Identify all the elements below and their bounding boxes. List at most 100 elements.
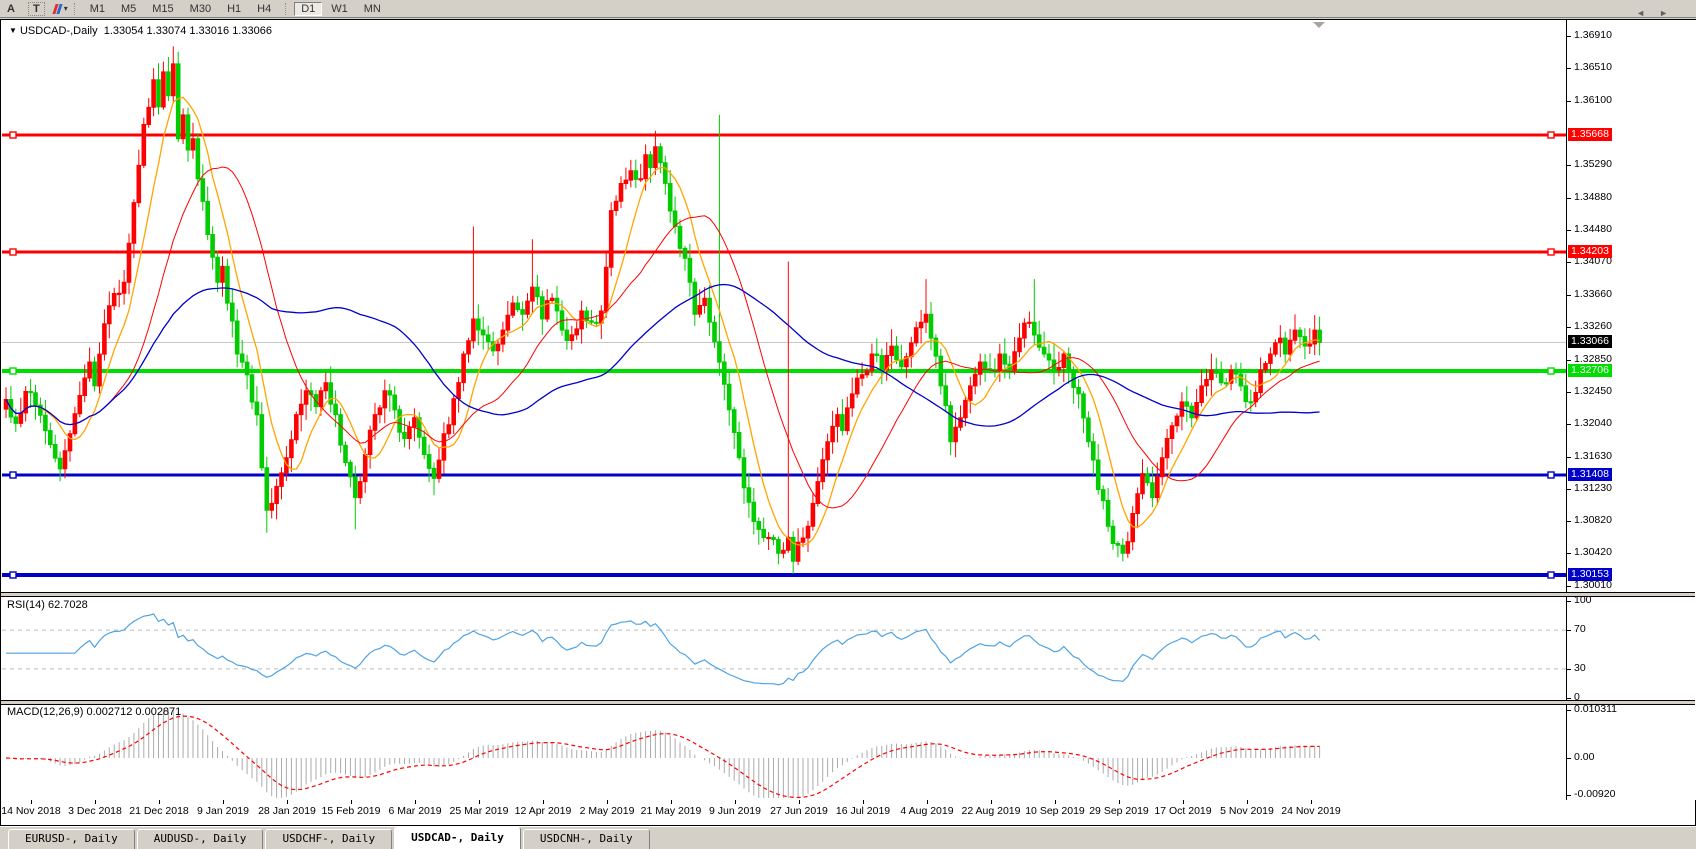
pane-splitter[interactable] bbox=[1, 700, 1695, 705]
arrow-tool-button[interactable]: A bbox=[7, 2, 15, 15]
timeframe-button-m30[interactable]: M30 bbox=[189, 2, 212, 15]
macd-plot[interactable] bbox=[2, 703, 1566, 800]
date-tick bbox=[543, 800, 544, 804]
date-label: 4 Aug 2019 bbox=[900, 805, 954, 817]
axis-tick-label: 30 bbox=[1574, 661, 1586, 674]
timeframe-button-h1[interactable]: H1 bbox=[227, 2, 242, 15]
date-label: 29 Sep 2019 bbox=[1089, 805, 1149, 817]
chart-tab-usdcnh[interactable]: USDCNH-, Daily bbox=[522, 829, 650, 849]
tab-scroll-arrows: ◄► bbox=[1636, 8, 1682, 18]
date-tick bbox=[1055, 800, 1056, 804]
chart-shift-marker-icon[interactable] bbox=[1313, 22, 1325, 28]
date-label: 12 Apr 2019 bbox=[514, 805, 572, 817]
chart-tab-bar: EURUSD-, Daily AUDUSD-, Daily USDCHF-, Dai… bbox=[0, 826, 1696, 849]
date-label: 17 Oct 2019 bbox=[1154, 805, 1212, 817]
date-label: 2 May 2019 bbox=[579, 805, 635, 817]
price-badge: 1.32706 bbox=[1568, 364, 1612, 378]
date-tick bbox=[927, 800, 928, 804]
date-tick bbox=[1247, 800, 1248, 804]
colors-crayon-icon[interactable]: ▾ bbox=[52, 3, 68, 14]
timeframe-buttons: M1 M5 M15 M30 H1 H4 D1 W1 MN bbox=[82, 1, 389, 16]
date-tick bbox=[735, 800, 736, 804]
date-axis[interactable]: 14 Nov 2018 3 Dec 2018 21 Dec 2018 9 Jan 20… bbox=[1, 800, 1566, 824]
tab-scroll-right-icon[interactable]: ► bbox=[1659, 8, 1682, 18]
date-tick bbox=[671, 800, 672, 804]
tab-scroll-left-icon[interactable]: ◄ bbox=[1636, 8, 1660, 18]
chart-window: ▼ USDCAD-,Daily 1.33054 1.33074 1.33016 … bbox=[0, 19, 1696, 826]
axis-tick-label: 1.34480 bbox=[1574, 222, 1612, 235]
macd-label: MACD(12,26,9) 0.002712 0.002871 bbox=[7, 706, 182, 718]
axis-tick bbox=[1567, 229, 1571, 231]
date-tick bbox=[415, 800, 416, 804]
date-label: 9 Jan 2019 bbox=[197, 805, 249, 817]
pane-splitter[interactable] bbox=[1, 592, 1695, 597]
chart-title-row: ▼ USDCAD-,Daily 1.33054 1.33074 1.33016 … bbox=[9, 25, 272, 37]
date-tick bbox=[607, 800, 608, 804]
axis-tick-label: 0.00 bbox=[1574, 751, 1595, 763]
timeframe-button-m15[interactable]: M15 bbox=[152, 2, 174, 15]
symbol-dropdown-icon[interactable]: ▼ bbox=[9, 26, 17, 35]
chart-title: USDCAD-,Daily bbox=[19, 25, 98, 37]
price-chart-plot[interactable] bbox=[2, 21, 1566, 591]
date-tick bbox=[1119, 800, 1120, 804]
chart-tab-audusd[interactable]: AUDUSD-, Daily bbox=[136, 829, 264, 849]
axis-tick bbox=[1567, 165, 1571, 167]
chart-tab-usdchf[interactable]: USDCHF-, Daily bbox=[265, 829, 393, 849]
price-badge: 1.31408 bbox=[1568, 467, 1612, 481]
date-label: 15 Feb 2019 bbox=[321, 805, 381, 817]
toolbar: A T ▾ M1 M5 M15 M30 H1 H4 D1 W1 MN bbox=[0, 0, 1696, 18]
date-tick bbox=[287, 800, 288, 804]
axis-tick-label: 1.34070 bbox=[1574, 255, 1612, 268]
date-tick bbox=[223, 800, 224, 804]
axis-tick-label: 1.32040 bbox=[1574, 417, 1612, 430]
date-label: 22 Aug 2019 bbox=[961, 805, 1021, 817]
axis-tick-label: 70 bbox=[1574, 623, 1586, 636]
date-label: 21 May 2019 bbox=[640, 805, 702, 817]
axis-tick bbox=[1567, 262, 1571, 264]
price-axis: 1.36910 1.36510 1.36100 1.35290 1.34880 1.344… bbox=[1566, 20, 1696, 800]
date-tick bbox=[31, 800, 32, 804]
rsi-label: RSI(14) 62.7028 bbox=[7, 599, 88, 611]
date-tick bbox=[1183, 800, 1184, 804]
axis-tick bbox=[1567, 197, 1571, 199]
axis-tick bbox=[1567, 326, 1571, 328]
timeframe-button-mn[interactable]: MN bbox=[363, 2, 381, 15]
rsi-plot[interactable] bbox=[2, 596, 1566, 699]
axis-tick-label: 100 bbox=[1574, 594, 1592, 606]
axis-tick-label: 0.010311 bbox=[1574, 703, 1618, 716]
date-label: 16 Jul 2019 bbox=[835, 805, 891, 817]
axis-tick bbox=[1567, 521, 1571, 523]
axis-tick-label: 1.36510 bbox=[1574, 60, 1612, 73]
price-badge: 1.35668 bbox=[1568, 128, 1612, 141]
chevron-down-icon: ▾ bbox=[63, 4, 68, 13]
axis-tick bbox=[1567, 36, 1571, 37]
axis-tick-label: 1.31630 bbox=[1574, 449, 1612, 462]
timeframe-button-m1[interactable]: M1 bbox=[89, 2, 105, 15]
chart-tab-eurusd[interactable]: EURUSD-, Daily bbox=[8, 829, 135, 849]
text-tool-button[interactable]: T bbox=[27, 1, 45, 16]
date-label: 5 Nov 2019 bbox=[1220, 805, 1274, 817]
date-tick bbox=[1311, 800, 1312, 804]
toolbar-separator bbox=[285, 2, 287, 15]
date-tick bbox=[351, 800, 352, 804]
date-tick bbox=[479, 800, 480, 804]
date-tick bbox=[95, 800, 96, 804]
axis-tick-label: 1.32450 bbox=[1574, 384, 1612, 397]
chart-tab-usdcad[interactable]: USDCAD-, Daily bbox=[394, 827, 521, 849]
timeframe-button-d1[interactable]: D1 bbox=[294, 1, 323, 16]
date-label: 24 Nov 2019 bbox=[1281, 805, 1341, 817]
axis-tick-label: 0 bbox=[1574, 691, 1580, 703]
date-label: 10 Sep 2019 bbox=[1025, 805, 1085, 817]
axis-tick-label: 1.30820 bbox=[1574, 514, 1612, 527]
axis-tick bbox=[1567, 553, 1571, 555]
axis-tick-label: 1.35290 bbox=[1574, 158, 1612, 171]
date-label: 25 Mar 2019 bbox=[449, 805, 509, 817]
timeframe-button-w1[interactable]: W1 bbox=[331, 2, 348, 15]
axis-tick bbox=[1567, 488, 1571, 490]
axis-tick bbox=[1567, 391, 1571, 393]
axis-tick bbox=[1567, 668, 1571, 670]
axis-tick bbox=[1567, 758, 1571, 759]
timeframe-button-h4[interactable]: H4 bbox=[257, 2, 272, 15]
timeframe-button-m5[interactable]: M5 bbox=[120, 2, 137, 15]
